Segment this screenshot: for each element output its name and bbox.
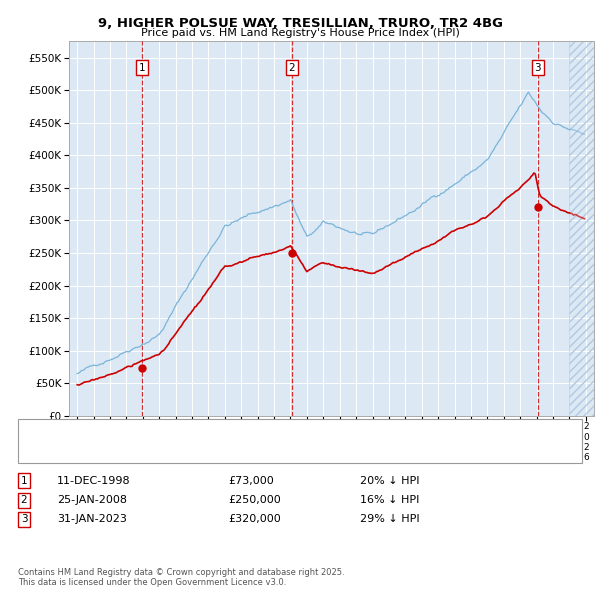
Text: 3: 3 (535, 63, 541, 73)
Text: £250,000: £250,000 (228, 496, 281, 505)
Text: 3: 3 (20, 514, 28, 524)
Text: 29% ↓ HPI: 29% ↓ HPI (360, 514, 419, 524)
Text: 25-JAN-2008: 25-JAN-2008 (57, 496, 127, 505)
Text: 20% ↓ HPI: 20% ↓ HPI (360, 476, 419, 486)
Text: HPI: Average price, detached house, Cornwall: HPI: Average price, detached house, Corn… (66, 446, 304, 455)
Text: Contains HM Land Registry data © Crown copyright and database right 2025.
This d: Contains HM Land Registry data © Crown c… (18, 568, 344, 587)
Text: 2: 2 (289, 63, 295, 73)
Text: 1: 1 (139, 63, 145, 73)
Text: £73,000: £73,000 (228, 476, 274, 486)
Text: 11-DEC-1998: 11-DEC-1998 (57, 476, 131, 486)
Bar (569, 41, 600, 416)
Text: £320,000: £320,000 (228, 514, 281, 524)
Text: Price paid vs. HM Land Registry's House Price Index (HPI): Price paid vs. HM Land Registry's House … (140, 28, 460, 38)
Text: 2: 2 (20, 496, 28, 505)
Text: 31-JAN-2023: 31-JAN-2023 (57, 514, 127, 524)
Text: 9, HIGHER POLSUE WAY, TRESILLIAN, TRURO, TR2 4BG: 9, HIGHER POLSUE WAY, TRESILLIAN, TRURO,… (97, 17, 503, 30)
Text: 9, HIGHER POLSUE WAY, TRESILLIAN, TRURO, TR2 4BG (detached house): 9, HIGHER POLSUE WAY, TRESILLIAN, TRURO,… (66, 427, 444, 436)
Text: 1: 1 (20, 476, 28, 486)
Text: 16% ↓ HPI: 16% ↓ HPI (360, 496, 419, 505)
Bar (569, 41, 600, 416)
